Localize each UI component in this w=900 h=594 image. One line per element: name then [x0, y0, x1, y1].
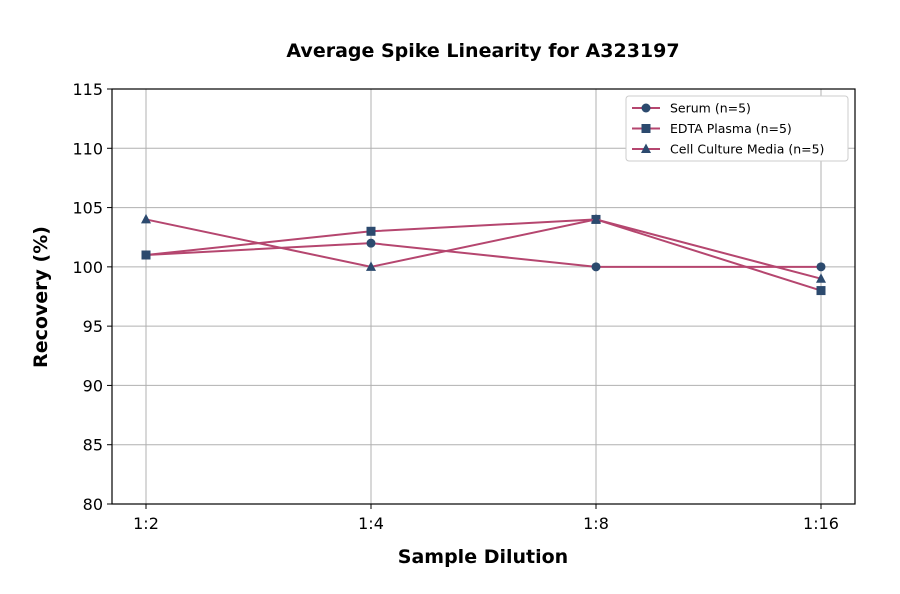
data-point-triangle — [816, 273, 826, 283]
x-tick-label: 1:2 — [133, 514, 159, 533]
data-point-square — [366, 226, 376, 236]
data-point-square — [816, 286, 826, 296]
y-tick-label: 95 — [83, 317, 103, 336]
data-point-triangle — [366, 261, 376, 271]
data-point-triangle — [141, 213, 151, 224]
legend-label: EDTA Plasma (n=5) — [670, 121, 792, 136]
x-axis-label: Sample Dilution — [398, 546, 568, 568]
legend-marker-circle — [641, 103, 651, 113]
legend-box — [625, 95, 849, 162]
series-line — [145, 242, 821, 268]
legend-marker-square — [641, 124, 651, 133]
data-point-square — [141, 250, 151, 260]
data-point-triangle — [591, 213, 601, 224]
x-tick-label: 1:8 — [583, 514, 609, 533]
series-line — [145, 218, 822, 280]
y-tick-label: 80 — [83, 495, 103, 514]
y-tick-label: 105 — [72, 199, 103, 218]
data-point-circle — [366, 238, 376, 248]
data-point-circle — [591, 262, 601, 272]
y-tick-label: 110 — [72, 139, 103, 158]
chart-title: Average Spike Linearity for A323197 — [286, 40, 679, 62]
legend-label: Serum (n=5) — [670, 101, 751, 116]
y-tick-label: 100 — [72, 258, 103, 277]
y-tick-label: 85 — [83, 436, 103, 455]
y-tick-label: 115 — [72, 80, 103, 99]
legend-marker-triangle — [641, 143, 651, 153]
x-tick-label: 1:4 — [358, 514, 384, 533]
x-tick-label: 1:16 — [803, 514, 839, 533]
plot-frame — [111, 88, 856, 505]
y-axis-label: Recovery (%) — [30, 226, 52, 368]
data-point-circle — [816, 262, 826, 272]
legend-label: Cell Culture Media (n=5) — [670, 142, 824, 157]
y-tick-label: 90 — [83, 376, 103, 395]
